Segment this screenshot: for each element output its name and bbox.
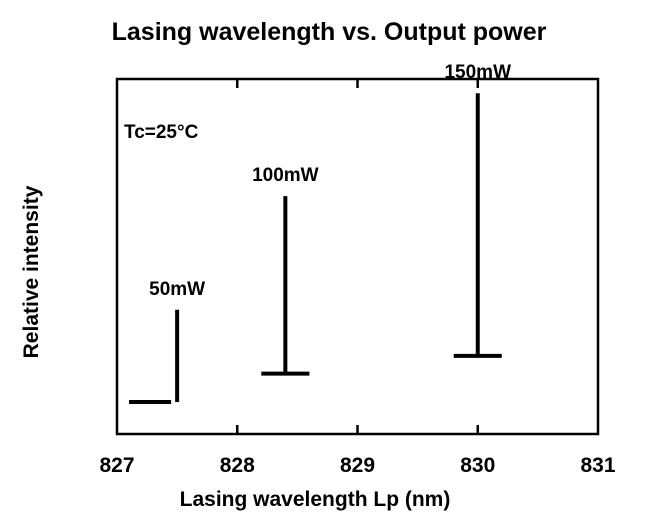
x-tick-label-831: 831 <box>580 454 615 477</box>
power-label-50mW: 50mW <box>149 279 205 300</box>
x-tick-label-828: 828 <box>220 454 255 477</box>
x-tick-label-829: 829 <box>340 454 375 477</box>
series-marks: 50mW 100mW 150mW <box>129 62 511 405</box>
x-tick-label-827: 827 <box>99 454 134 477</box>
x-tick-label-830: 830 <box>460 454 495 477</box>
x-axis-label: Lasing wavelength Lp (nm) <box>180 488 451 511</box>
chart-title: Lasing wavelength vs. Output power <box>111 18 547 46</box>
x-ticks: 827 828 829 830 831 <box>99 79 616 477</box>
annotation-temperature: Tc=25°C <box>124 122 199 143</box>
power-label-150mW: 150mW <box>444 62 511 83</box>
power-label-100mW: 100mW <box>252 165 319 186</box>
y-axis-label: Relative intensity <box>20 185 43 358</box>
